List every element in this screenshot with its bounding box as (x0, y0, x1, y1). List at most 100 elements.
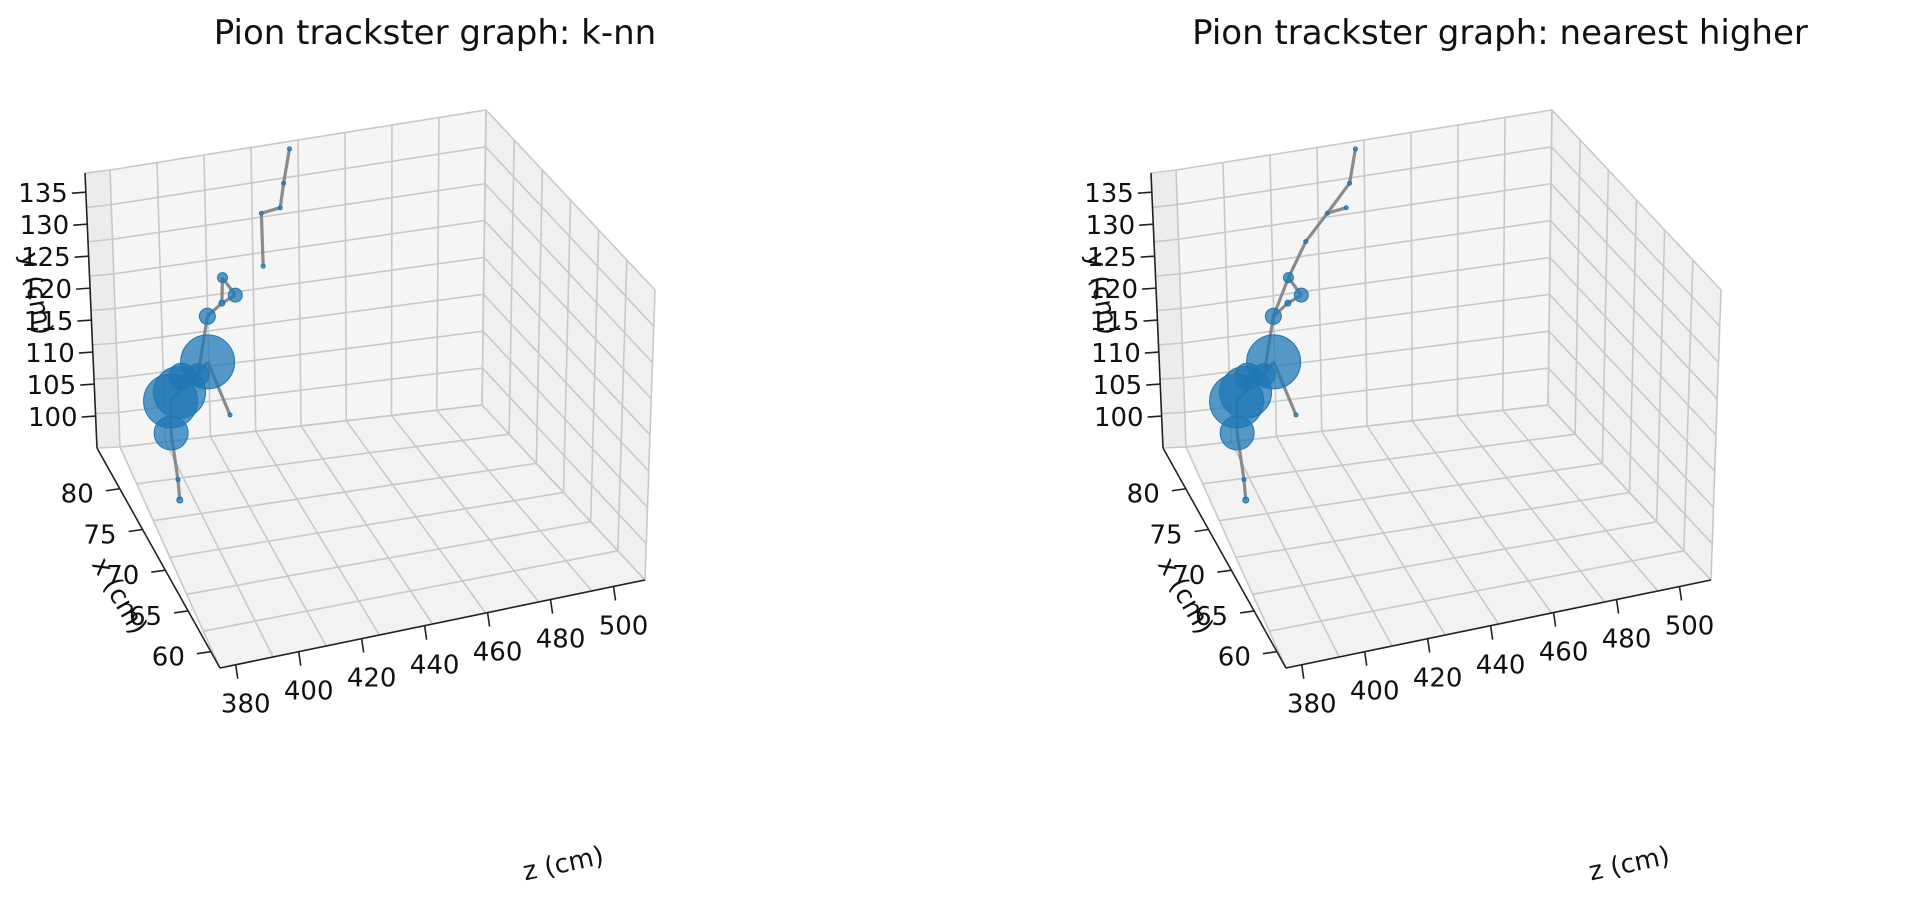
y-tick (71, 191, 86, 194)
z-tick (486, 612, 491, 627)
grid-line (96, 404, 646, 581)
z-tick (1300, 664, 1305, 679)
grid-line (1152, 146, 1721, 327)
graph-node (227, 287, 243, 303)
z-tick (612, 586, 617, 601)
z-tick-label: 420 (347, 664, 397, 694)
grid-line (1219, 462, 1603, 522)
grid-line (1162, 404, 1712, 581)
z-axis-line (219, 579, 646, 669)
x-tick-label: 80 (1127, 480, 1160, 510)
x-tick-label: 65 (129, 602, 162, 632)
x-tick (1239, 610, 1255, 614)
graph-edge (1287, 240, 1308, 279)
grid-line (92, 293, 650, 472)
y-tick (80, 383, 95, 386)
y-tick (1143, 319, 1158, 322)
y-tick (78, 351, 93, 354)
grid-line (1156, 256, 1717, 436)
y-tick (1140, 255, 1155, 258)
x-tick (1217, 569, 1232, 574)
y-tick-label: 115 (1090, 307, 1140, 337)
x-tick-label: 70 (1172, 561, 1205, 591)
z-tick-label: 420 (1413, 664, 1463, 694)
x-tick (173, 610, 189, 614)
graph-node (1246, 334, 1302, 390)
z-tick-label: 440 (410, 651, 460, 681)
y-tick (1147, 415, 1162, 418)
z-tick (1552, 612, 1557, 627)
graph-node (176, 496, 184, 504)
grid-line (186, 520, 591, 596)
z-tick-label: 480 (1602, 625, 1652, 655)
graph-node (1343, 205, 1349, 211)
z-tick (297, 651, 302, 666)
graph-node (1293, 412, 1299, 418)
x-axis-line (96, 447, 221, 669)
x-tick (1262, 650, 1278, 655)
z-tick-label: 460 (473, 638, 523, 668)
floor-pane (1186, 405, 1711, 668)
z-tick (1363, 651, 1368, 666)
grid-line (1269, 550, 1684, 632)
y-tick-label: 105 (1093, 371, 1143, 401)
graph-node (1241, 477, 1247, 483)
graph-edge (278, 183, 286, 208)
y-tick-label: 100 (28, 403, 78, 433)
y-tick (1144, 351, 1159, 354)
graph-node (1293, 287, 1309, 303)
z-tick-label: 500 (599, 612, 649, 642)
z-tick-label: 380 (1287, 690, 1337, 720)
y-tick (1146, 383, 1161, 386)
grid-line (169, 491, 564, 559)
graph-node (286, 146, 292, 152)
graph-node (258, 210, 264, 216)
grid-line (93, 330, 649, 509)
z-tick (1615, 599, 1620, 614)
panel-nearest-higher: Pion trackster graph: nearest higher 100… (1080, 13, 1808, 887)
z-tick (423, 625, 428, 640)
grid-line (86, 146, 655, 327)
z-tick-label: 400 (1350, 677, 1400, 707)
y-tick-label: 130 (1086, 211, 1136, 241)
x-tick-label: 65 (1195, 602, 1228, 632)
z-tick-label: 460 (1539, 638, 1589, 668)
x-tick (128, 528, 143, 533)
panel-knn: Pion trackster graph: k-nn 1001051101151… (14, 13, 656, 887)
x-tick (196, 650, 212, 655)
y-tick (73, 223, 88, 226)
y-tick-label: 135 (18, 179, 68, 209)
z-tick (234, 664, 239, 679)
graph-edge (260, 206, 281, 215)
z-tick-label: 500 (1665, 612, 1715, 642)
y-tick (1137, 191, 1152, 194)
z-axis-label: z (cm) (1586, 841, 1672, 887)
graph-node (1282, 272, 1294, 284)
graph-node (1284, 299, 1292, 307)
y-tick-label: 130 (20, 211, 70, 241)
graph-node (277, 205, 283, 211)
y-tick-label: 135 (1084, 179, 1134, 209)
graph-node (281, 180, 287, 186)
graph-node (1264, 307, 1282, 325)
y-tick-label: 105 (27, 371, 77, 401)
graph-node (180, 334, 236, 390)
x-tick-label: 80 (61, 480, 94, 510)
graph-edge (259, 213, 265, 267)
y-tick (1139, 223, 1154, 226)
z-axis-label: z (cm) (520, 841, 606, 887)
grid-line (90, 256, 651, 436)
grid-line (1235, 491, 1630, 559)
grid-line (1159, 330, 1715, 509)
y-tick-label: 120 (22, 275, 72, 305)
x-tick (1194, 528, 1209, 533)
y-tick (74, 255, 89, 258)
x-axis-label: x (cm) (1151, 552, 1219, 639)
chart-title: Pion trackster graph: nearest higher (1192, 13, 1808, 53)
graph-edge (1326, 206, 1347, 215)
z-tick (549, 599, 554, 614)
y-tick-label: 125 (21, 243, 71, 273)
graph-node (1324, 210, 1330, 216)
y-tick (75, 287, 91, 290)
